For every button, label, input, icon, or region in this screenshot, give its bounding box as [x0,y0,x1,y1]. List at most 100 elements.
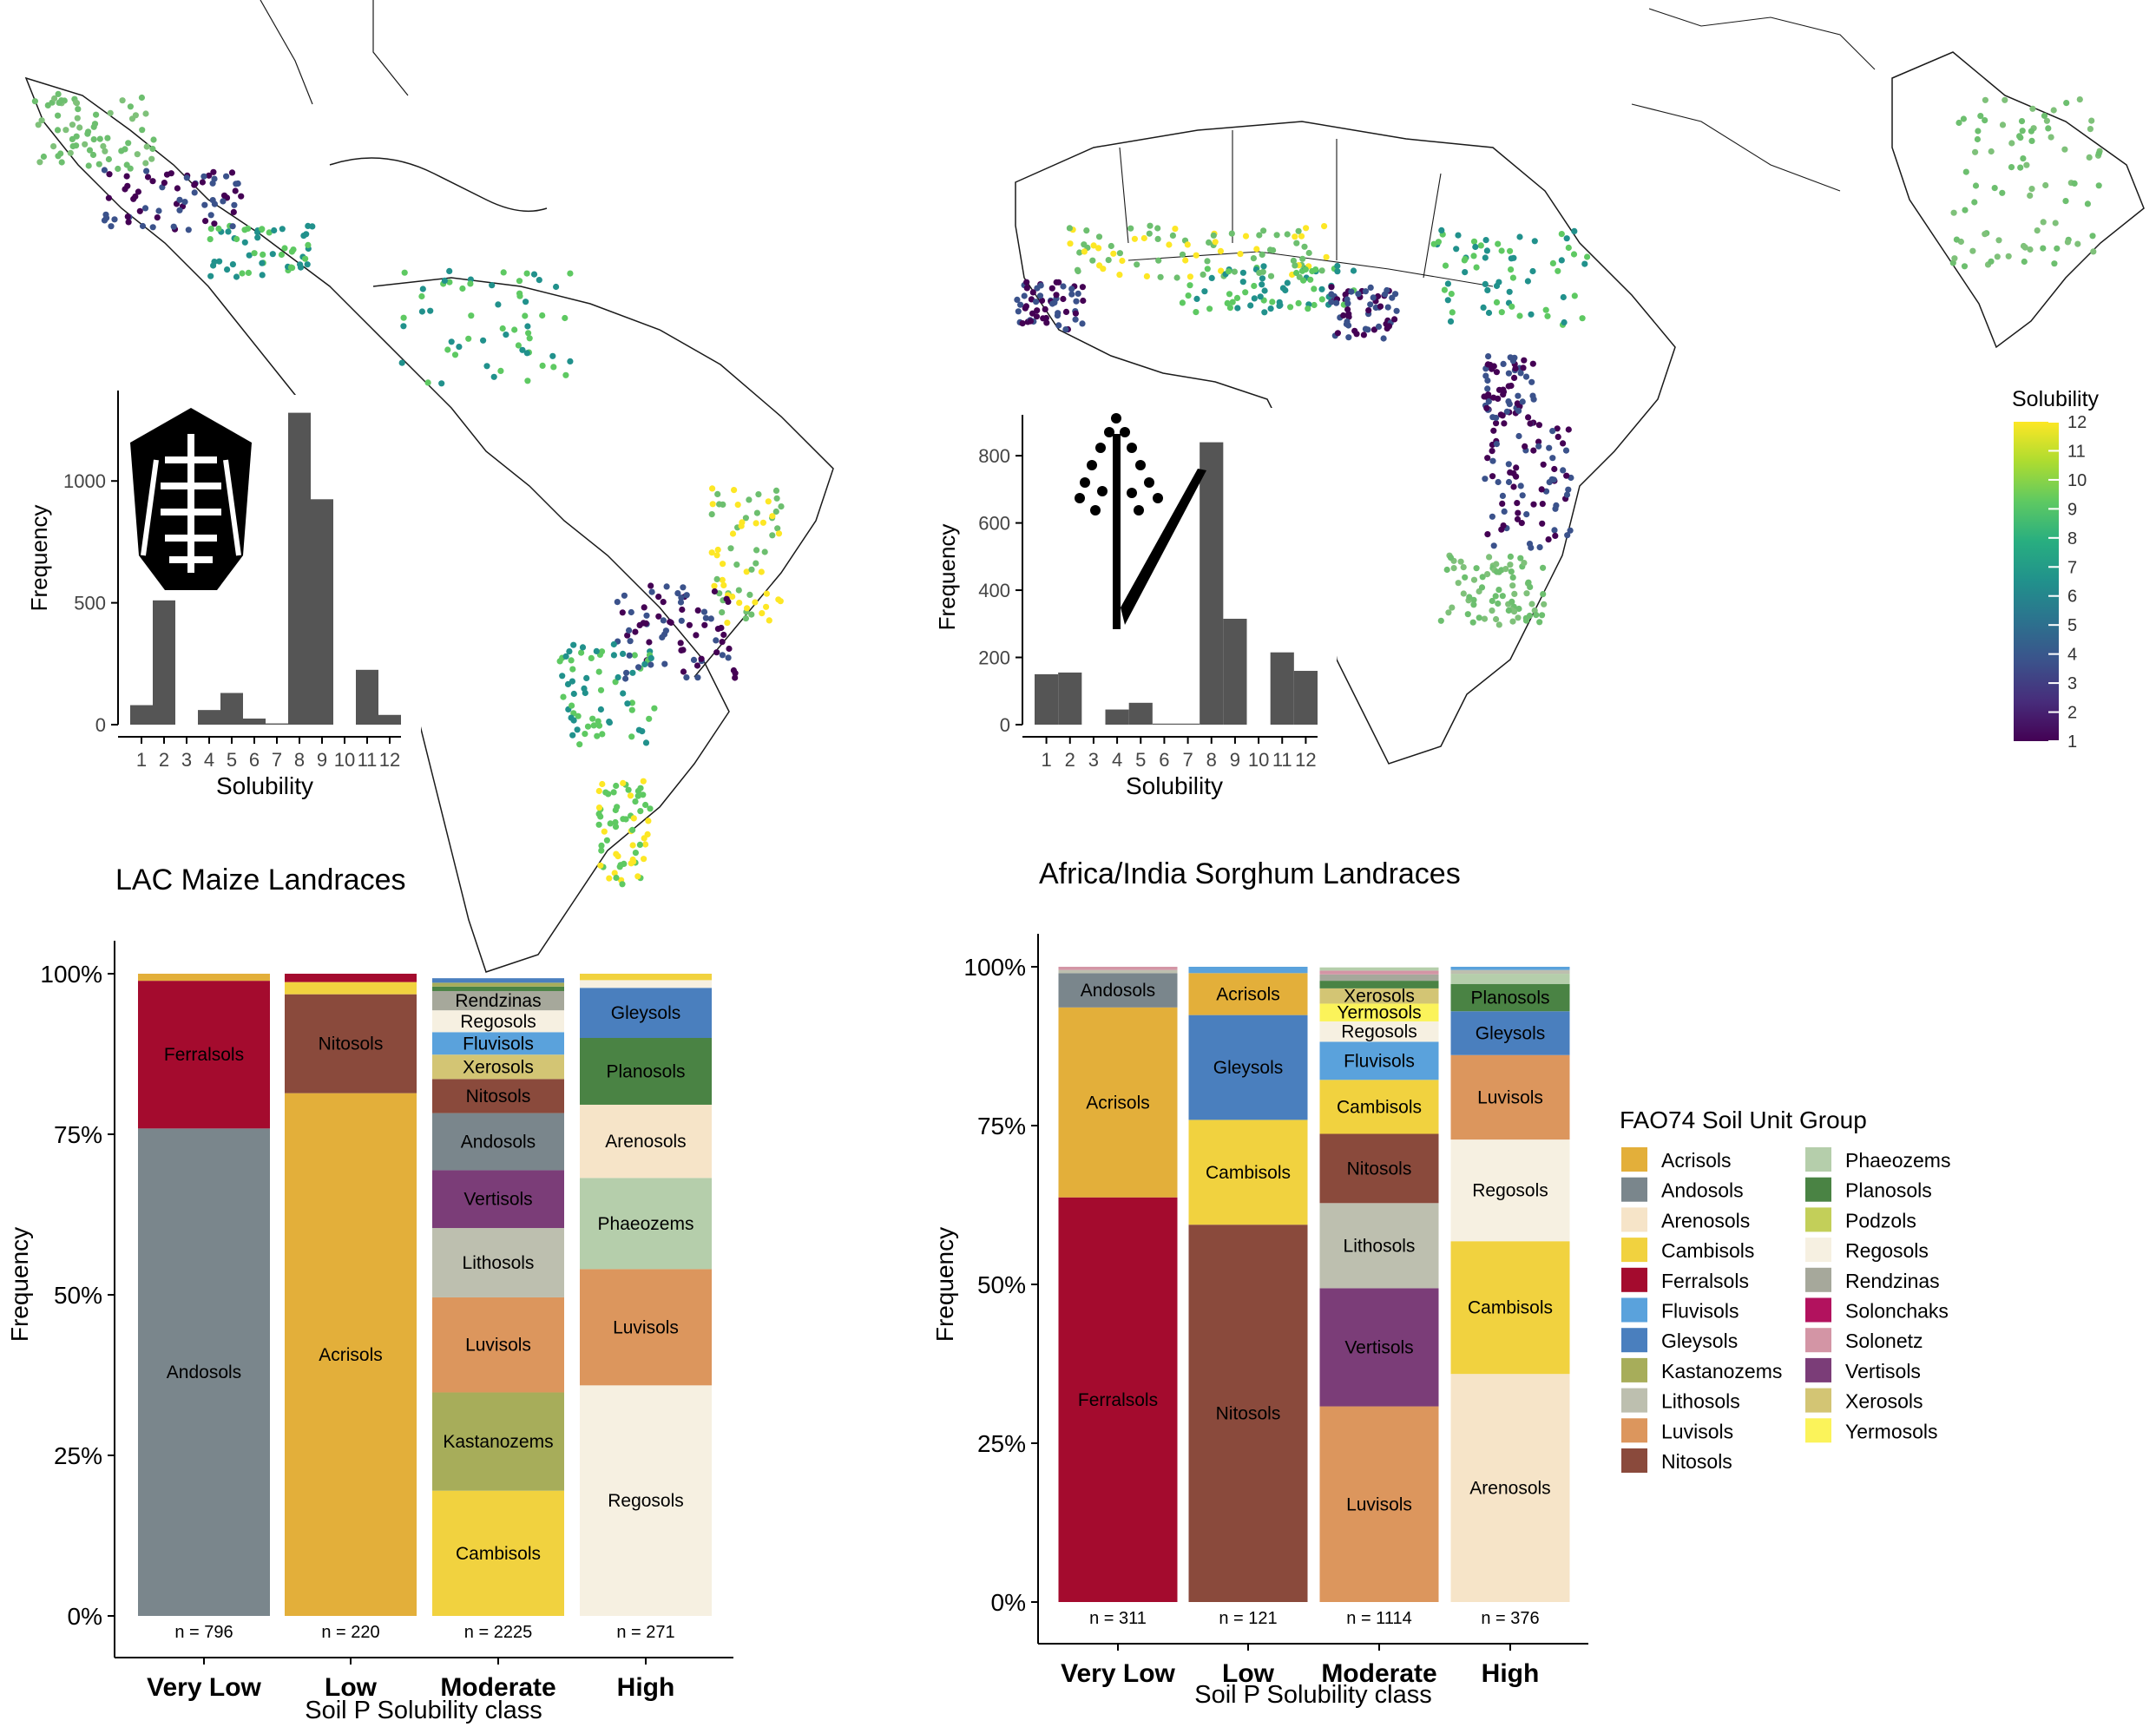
map-point [51,95,58,102]
map-point [1350,267,1357,274]
map-point [101,167,108,174]
map-point [211,220,218,227]
map-point [142,110,149,117]
map-point [1549,428,1556,435]
map-point [305,241,312,248]
map-point [774,525,781,532]
map-point [667,619,674,627]
colorbar-tick-label: 1 [2067,732,2077,752]
map-point [254,234,261,241]
map-point [607,820,614,827]
map-point [709,501,716,508]
map-point [1022,305,1029,312]
map-point [1472,243,1479,251]
lac-histogram-xtick-label: 1 [136,749,147,771]
legend-swatch-arenosols [1621,1207,1647,1232]
map-point [1515,407,1522,414]
map-point [1991,185,1998,192]
africa-bar-n-label: n = 311 [1089,1609,1147,1628]
map-point [55,112,62,119]
map-point [1482,372,1489,379]
legend-swatch-andosols [1621,1177,1647,1202]
map-point [141,205,149,212]
map-point [259,272,266,279]
soil-legend: FAO74 Soil Unit Group Acrisols Andosols Ar… [1620,1106,1950,1473]
map-point [1089,257,1096,264]
map-point [1224,299,1231,306]
map-point [1489,448,1495,455]
lac-bar-segment-xerosols [432,1054,564,1080]
map-point [1482,254,1489,261]
map-point [1360,332,1367,338]
map-point [588,654,595,662]
map-point [1519,492,1526,499]
map-point [90,136,97,143]
map-point [1530,501,1537,508]
map-point [720,561,726,568]
map-point [584,723,592,730]
africa-bar-segment-label: Cambisols [1337,1097,1422,1117]
map-point [1500,391,1507,398]
lac-histogram-xlabel: Solubility [216,772,313,799]
map-point [1529,267,1536,275]
africa-bar-segment-nitosols [1319,1133,1439,1204]
map-point [1974,135,1981,143]
map-point [1353,331,1360,338]
map-point [223,173,230,180]
map-point [617,862,624,869]
map-point [726,645,733,653]
map-point [678,647,685,654]
map-point [124,213,131,220]
africa-bar-segment-label: Nitosols [1347,1159,1412,1179]
map-point [1498,309,1505,316]
map-point [693,662,701,669]
map-point [753,547,760,554]
map-point [660,617,667,624]
map-point [1242,289,1249,296]
map-point [611,870,618,877]
map-point [467,280,474,287]
map-point [2017,164,2024,171]
map-point [1146,230,1153,237]
map-point [1470,601,1477,608]
africa-bar-segment-label: Fluvisols [1344,1051,1415,1071]
map-point [40,153,48,161]
map-point [1490,542,1497,549]
map-point [1073,298,1080,305]
map-point [614,599,621,606]
map-point [231,201,238,208]
map-point [1380,335,1387,342]
map-point [734,502,741,509]
map-point [620,779,627,787]
map-point [1083,227,1090,234]
map-point [1318,267,1325,274]
map-point [1470,596,1477,603]
africa-bar-segment-label: Luvisols [1346,1494,1412,1514]
africa-bar-n-label: n = 121 [1219,1609,1277,1628]
map-point [639,728,646,735]
map-point [465,335,472,342]
map-point [1515,509,1522,516]
lac-bar-segment-planosols [580,1038,712,1105]
lac-bar-n-label: n = 271 [616,1623,674,1642]
map-point [69,142,76,150]
map-point [245,225,252,232]
map-point [1301,243,1308,250]
map-point [595,821,602,828]
africa-histogram-bar-11 [1270,652,1294,725]
map-point [1449,604,1456,611]
map-point [1493,420,1500,427]
map-point [1457,558,1464,565]
africa-bar-segment-label: Regosols [1472,1181,1548,1201]
map-point [1971,199,1978,206]
map-point [216,258,223,265]
map-point [2019,128,2026,135]
map-point [254,229,261,236]
map-point [1536,544,1543,551]
map-point [1982,231,1988,238]
map-point [621,592,628,599]
map-point [612,806,619,814]
map-point [1571,227,1578,234]
map-point [2028,128,2034,135]
